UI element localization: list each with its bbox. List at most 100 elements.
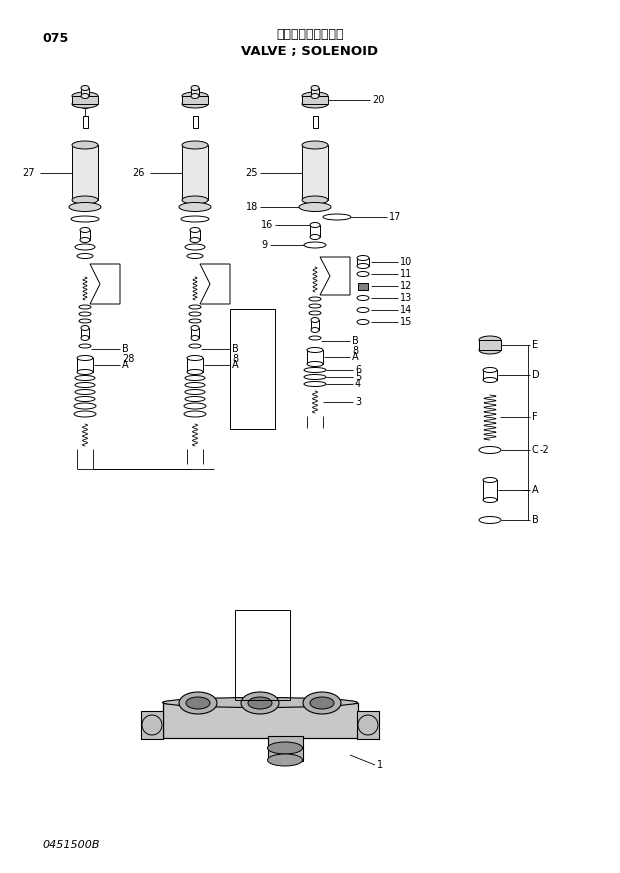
Text: 17: 17: [389, 212, 401, 222]
Circle shape: [358, 715, 378, 735]
Ellipse shape: [185, 389, 205, 395]
Bar: [302, 96, 328, 104]
Ellipse shape: [357, 320, 369, 325]
Text: D: D: [532, 370, 539, 380]
Text: 27: 27: [22, 168, 35, 178]
Bar: [80, 230, 90, 240]
Ellipse shape: [79, 312, 91, 316]
Bar: [81, 328, 89, 338]
Ellipse shape: [357, 272, 369, 277]
Ellipse shape: [304, 375, 326, 380]
Ellipse shape: [80, 237, 90, 243]
Text: 26: 26: [133, 168, 145, 178]
Ellipse shape: [75, 375, 95, 381]
Ellipse shape: [267, 754, 303, 766]
Ellipse shape: [323, 214, 351, 220]
Text: バルブ；ソレノイド: バルブ；ソレノイド: [277, 29, 343, 42]
Text: B: B: [532, 515, 539, 525]
Ellipse shape: [357, 256, 369, 260]
Text: C: C: [532, 445, 539, 455]
Ellipse shape: [190, 228, 200, 232]
Text: 8: 8: [232, 354, 238, 364]
Ellipse shape: [75, 382, 95, 388]
Ellipse shape: [302, 92, 328, 100]
Ellipse shape: [302, 100, 328, 108]
Bar: [81, 88, 89, 96]
Ellipse shape: [267, 742, 303, 754]
Bar: [77, 358, 93, 372]
Ellipse shape: [189, 344, 201, 348]
Text: 5: 5: [355, 372, 361, 382]
Ellipse shape: [79, 305, 91, 309]
Ellipse shape: [357, 264, 369, 269]
Ellipse shape: [71, 216, 99, 222]
Ellipse shape: [309, 311, 321, 315]
Bar: [235, 610, 290, 700]
Bar: [479, 340, 501, 350]
Bar: [267, 735, 303, 760]
Text: -2: -2: [540, 445, 550, 455]
Ellipse shape: [79, 319, 91, 323]
Text: 12: 12: [400, 281, 412, 291]
Text: A: A: [122, 360, 128, 370]
Ellipse shape: [248, 697, 272, 709]
Ellipse shape: [184, 403, 206, 409]
Text: 11: 11: [400, 269, 412, 279]
Ellipse shape: [191, 93, 199, 99]
Ellipse shape: [182, 92, 208, 100]
Ellipse shape: [182, 196, 208, 204]
Ellipse shape: [189, 305, 201, 309]
Ellipse shape: [187, 253, 203, 258]
Ellipse shape: [309, 304, 321, 308]
Ellipse shape: [309, 336, 321, 340]
Ellipse shape: [189, 319, 201, 323]
Bar: [162, 703, 358, 738]
Text: 1: 1: [377, 760, 383, 770]
Ellipse shape: [185, 375, 205, 381]
Bar: [307, 350, 323, 364]
Bar: [182, 145, 208, 200]
Ellipse shape: [310, 235, 320, 239]
Bar: [311, 320, 319, 330]
Text: 13: 13: [400, 293, 412, 303]
Ellipse shape: [302, 141, 328, 149]
Text: A: A: [232, 360, 239, 370]
Ellipse shape: [72, 141, 98, 149]
Bar: [191, 88, 199, 96]
Ellipse shape: [483, 368, 497, 373]
Bar: [192, 116, 198, 128]
Ellipse shape: [357, 295, 369, 300]
Ellipse shape: [190, 237, 200, 243]
Ellipse shape: [179, 692, 217, 714]
Text: 16: 16: [261, 220, 273, 230]
Circle shape: [142, 715, 162, 735]
Ellipse shape: [81, 86, 89, 91]
Ellipse shape: [241, 692, 279, 714]
Bar: [187, 358, 203, 372]
Ellipse shape: [304, 242, 326, 248]
Bar: [191, 328, 199, 338]
Ellipse shape: [311, 93, 319, 99]
Ellipse shape: [189, 312, 201, 316]
Ellipse shape: [181, 216, 209, 222]
Ellipse shape: [185, 244, 205, 250]
Ellipse shape: [479, 517, 501, 524]
Ellipse shape: [186, 697, 210, 709]
Ellipse shape: [302, 196, 328, 204]
Text: 6: 6: [355, 365, 361, 375]
Ellipse shape: [311, 327, 319, 333]
Text: 20: 20: [372, 95, 384, 105]
Bar: [311, 88, 319, 96]
Ellipse shape: [74, 411, 96, 417]
Ellipse shape: [187, 355, 203, 361]
Ellipse shape: [75, 389, 95, 395]
Ellipse shape: [479, 346, 501, 354]
Ellipse shape: [77, 253, 93, 258]
Text: 8: 8: [352, 346, 358, 356]
Ellipse shape: [81, 93, 89, 99]
Ellipse shape: [191, 335, 199, 340]
Bar: [182, 96, 208, 104]
Ellipse shape: [72, 92, 98, 100]
Text: F: F: [532, 412, 538, 422]
Ellipse shape: [162, 698, 358, 707]
